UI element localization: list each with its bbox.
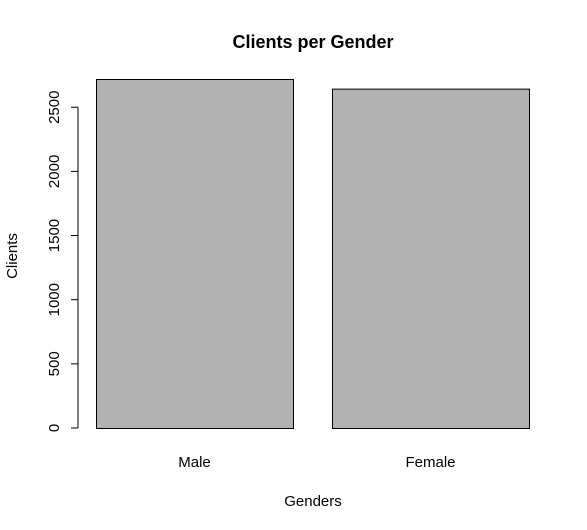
bar-female — [332, 88, 530, 429]
category-label-female: Female — [405, 454, 455, 471]
category-label-male: Male — [178, 454, 211, 471]
y-tick-label: 1000 — [46, 283, 63, 316]
chart-title: Clients per Gender — [232, 32, 393, 52]
y-tick-label: 0 — [46, 424, 63, 432]
x-axis-label: Genders — [284, 493, 342, 510]
y-tick-label: 2000 — [46, 155, 63, 188]
y-axis: 0 500 1000 1500 2000 2500 — [46, 91, 79, 432]
bar-male — [96, 79, 294, 429]
y-axis-label: Clients — [4, 233, 21, 279]
y-tick-label: 2500 — [46, 91, 63, 124]
y-tick-label: 500 — [46, 351, 63, 376]
bars-group — [96, 79, 530, 429]
y-tick-label: 1500 — [46, 219, 63, 252]
category-labels: Male Female — [178, 454, 455, 471]
